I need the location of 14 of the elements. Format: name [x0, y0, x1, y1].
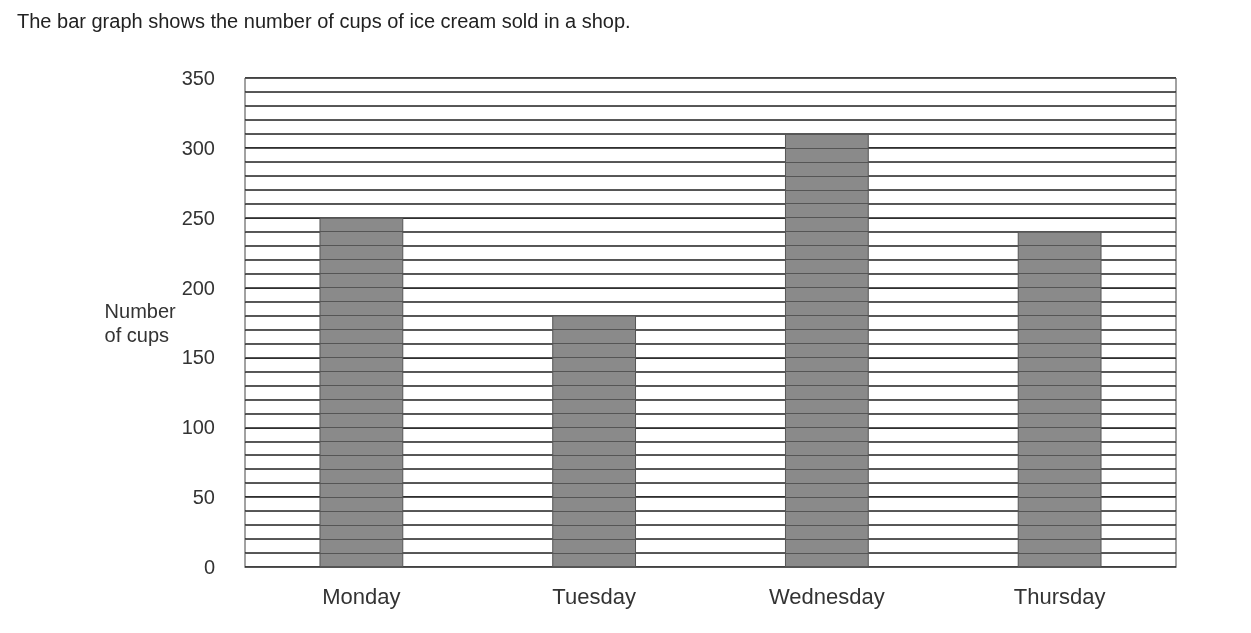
- y-tick-label: 350: [181, 67, 215, 89]
- y-tick-label: 100: [181, 416, 215, 439]
- chart-title: The bar graph shows the number of cups of ice cream sold in a shop.: [17, 10, 631, 32]
- x-tick-label: Thursday: [1013, 583, 1106, 609]
- y-tick-label: 300: [181, 136, 215, 159]
- x-tick-label: Tuesday: [552, 583, 636, 609]
- y-axis-title: Number of cups: [104, 299, 177, 346]
- y-tick-label: 50: [192, 486, 215, 509]
- x-tick-label: Monday: [322, 583, 401, 609]
- y-tick-label: 250: [181, 206, 215, 229]
- y-tick-label: 150: [181, 346, 215, 369]
- y-tick-label: 0: [203, 556, 215, 578]
- x-tick-label: Wednesday: [768, 583, 885, 609]
- y-tick-label: 200: [181, 276, 215, 299]
